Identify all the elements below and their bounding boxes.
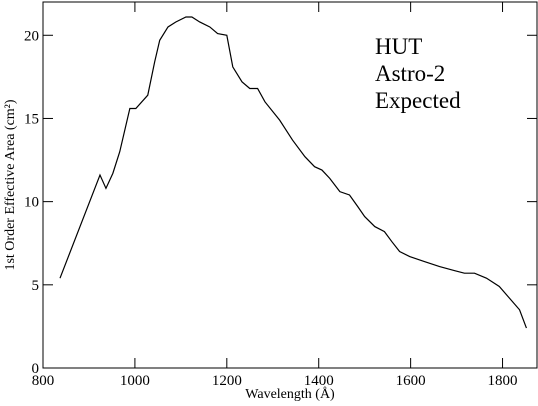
y-tick-label: 15 xyxy=(24,111,39,127)
x-tick-label: 1000 xyxy=(120,373,150,389)
annotation: Astro-2 xyxy=(375,61,445,86)
x-tick-label: 1600 xyxy=(396,373,426,389)
x-axis-label: Wavelength (Å) xyxy=(245,386,335,402)
annotation: HUT xyxy=(375,34,422,59)
y-axis-label: 1st Order Effective Area (cm²) xyxy=(3,99,18,270)
x-tick-label: 1800 xyxy=(488,373,518,389)
x-tick-label: 800 xyxy=(32,373,55,389)
y-tick-label: 20 xyxy=(24,28,39,44)
plot-frame xyxy=(42,1,538,369)
x-tick-label: 1400 xyxy=(304,373,334,389)
data-line xyxy=(59,16,527,329)
y-tick-label: 0 xyxy=(32,361,40,377)
y-tick-label: 10 xyxy=(24,195,39,211)
y-tick-label: 5 xyxy=(32,278,40,294)
annotation: Expected xyxy=(375,88,461,113)
x-tick-label: 1200 xyxy=(212,373,242,389)
